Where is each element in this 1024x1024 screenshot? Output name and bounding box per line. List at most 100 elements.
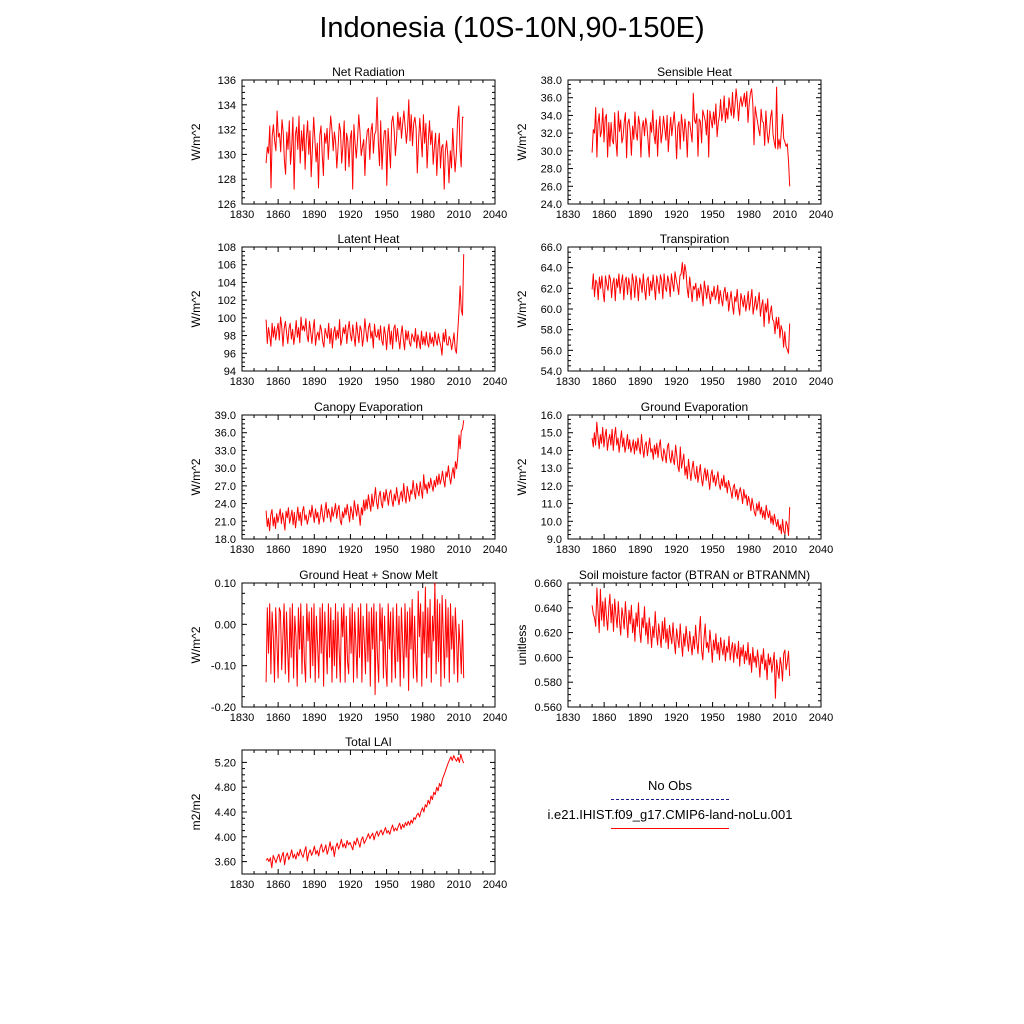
y-tick-label: 132 — [218, 125, 236, 137]
y-tick-label: 54.0 — [541, 366, 562, 378]
x-tick-label: 1950 — [374, 544, 398, 556]
x-tick-label: 2010 — [447, 879, 471, 891]
x-tick-label: 2010 — [447, 376, 471, 388]
plot-frame — [241, 749, 496, 875]
x-tick-label: 1920 — [664, 544, 688, 556]
x-tick-label: 1980 — [736, 544, 760, 556]
y-axis-label: W/m^2 — [515, 290, 529, 327]
series-line — [591, 587, 791, 699]
y-tick-label: 128 — [218, 174, 236, 186]
x-tick-label: 2010 — [773, 209, 797, 221]
x-tick-label: 1950 — [700, 712, 724, 724]
y-tick-label: 4.40 — [215, 807, 236, 819]
y-tick-label: 98 — [224, 331, 236, 343]
legend-swatch-obs — [611, 799, 729, 800]
x-tick-label: 1890 — [302, 712, 326, 724]
panel-4: Transpiration W/m^2 1830 1860 1890 1920 1950 19… — [515, 232, 833, 388]
x-tick-label: 1920 — [338, 879, 362, 891]
y-tick-label: 24.0 — [541, 199, 562, 211]
y-tick-label: 36.0 — [541, 93, 562, 105]
y-tick-label: 24.0 — [215, 499, 236, 511]
y-tick-label: 36.0 — [215, 428, 236, 440]
plot-frame — [241, 246, 496, 372]
legend-label-obs: No Obs — [647, 778, 693, 793]
x-tick-label: 2040 — [809, 712, 833, 724]
panel-title: Soil moisture factor (BTRAN or BTRANMN) — [579, 568, 810, 582]
x-tick-label: 1830 — [230, 544, 254, 556]
x-tick-label: 2010 — [447, 209, 471, 221]
x-tick-label: 1890 — [302, 879, 326, 891]
y-tick-label: 62.0 — [541, 283, 562, 295]
x-tick-label: 1860 — [592, 209, 616, 221]
y-tick-label: 28.0 — [541, 164, 562, 176]
x-tick-label: 1920 — [338, 544, 362, 556]
y-tick-label: 4.80 — [215, 782, 236, 794]
x-tick-label: 2040 — [483, 544, 507, 556]
panel-title: Latent Heat — [337, 232, 400, 246]
x-tick-label: 2040 — [483, 376, 507, 388]
x-tick-label: 2040 — [809, 209, 833, 221]
y-tick-label: 106 — [218, 260, 236, 272]
y-tick-label: 33.0 — [215, 445, 236, 457]
y-tick-label: 94 — [224, 366, 236, 378]
y-tick-label: 126 — [218, 199, 236, 211]
series-line — [265, 582, 465, 696]
y-axis-label: W/m^2 — [189, 458, 203, 495]
y-tick-label: 14.0 — [541, 445, 562, 457]
x-tick-label: 1890 — [628, 712, 652, 724]
y-tick-label: 16.0 — [541, 410, 562, 422]
x-tick-label: 1920 — [338, 712, 362, 724]
y-tick-label: 108 — [218, 242, 236, 254]
x-tick-label: 1980 — [736, 376, 760, 388]
y-tick-label: 30.0 — [215, 463, 236, 475]
x-tick-label: 1950 — [700, 376, 724, 388]
y-tick-label: -0.20 — [211, 702, 236, 714]
panel-title: Canopy Evaporation — [314, 400, 423, 414]
panel-3: Latent Heat W/m^2 1830 1860 1890 1920 1950 1980… — [189, 232, 507, 388]
x-tick-label: 1830 — [556, 712, 580, 724]
y-tick-label: 96 — [224, 348, 236, 360]
y-tick-label: 27.0 — [215, 481, 236, 493]
y-tick-label: 60.0 — [541, 304, 562, 316]
x-tick-label: 1950 — [374, 209, 398, 221]
y-tick-label: 12.0 — [541, 481, 562, 493]
x-tick-label: 1980 — [736, 209, 760, 221]
legend-swatch-model — [611, 828, 729, 829]
legend: No Obs i.e21.IHIST.f09_g17.CMIP6-land-no… — [520, 778, 820, 836]
y-tick-label: -0.10 — [211, 661, 236, 673]
y-tick-label: 66.0 — [541, 242, 562, 254]
y-tick-label: 100 — [218, 313, 236, 325]
panel-title: Total LAI — [345, 735, 392, 749]
plot-frame — [241, 414, 496, 540]
x-tick-label: 2040 — [483, 879, 507, 891]
y-tick-label: 134 — [218, 100, 236, 112]
panel-9: Total LAI m2/m2 1830 1860 1890 1920 1950 1980 20… — [189, 735, 507, 891]
series-line — [265, 753, 465, 869]
y-tick-label: 21.0 — [215, 516, 236, 528]
x-tick-label: 1830 — [230, 376, 254, 388]
x-tick-label: 2040 — [809, 376, 833, 388]
figure-title: Indonesia (10S-10N,90-150E) — [319, 12, 705, 44]
x-tick-label: 2010 — [447, 544, 471, 556]
x-tick-label: 2010 — [773, 544, 797, 556]
x-tick-label: 1890 — [628, 209, 652, 221]
panel-title: Ground Heat + Snow Melt — [299, 568, 438, 582]
y-tick-label: 56.0 — [541, 345, 562, 357]
panel-8: Soil moisture factor (BTRAN or BTRANMN) u… — [515, 568, 833, 724]
x-tick-label: 1950 — [374, 879, 398, 891]
y-tick-label: 0.10 — [215, 578, 236, 590]
y-axis-label: W/m^2 — [515, 458, 529, 495]
x-tick-label: 1860 — [592, 544, 616, 556]
y-tick-label: 64.0 — [541, 263, 562, 275]
y-axis-label: unitless — [515, 625, 529, 666]
y-tick-label: 0.580 — [534, 677, 562, 689]
y-tick-label: 0.660 — [534, 578, 562, 590]
y-tick-label: 15.0 — [541, 428, 562, 440]
x-tick-label: 1920 — [338, 376, 362, 388]
y-tick-label: 38.0 — [541, 75, 562, 87]
x-tick-label: 1980 — [410, 209, 434, 221]
y-tick-label: 13.0 — [541, 463, 562, 475]
y-tick-label: 34.0 — [541, 110, 562, 122]
x-tick-label: 1860 — [266, 209, 290, 221]
x-tick-label: 1920 — [664, 376, 688, 388]
